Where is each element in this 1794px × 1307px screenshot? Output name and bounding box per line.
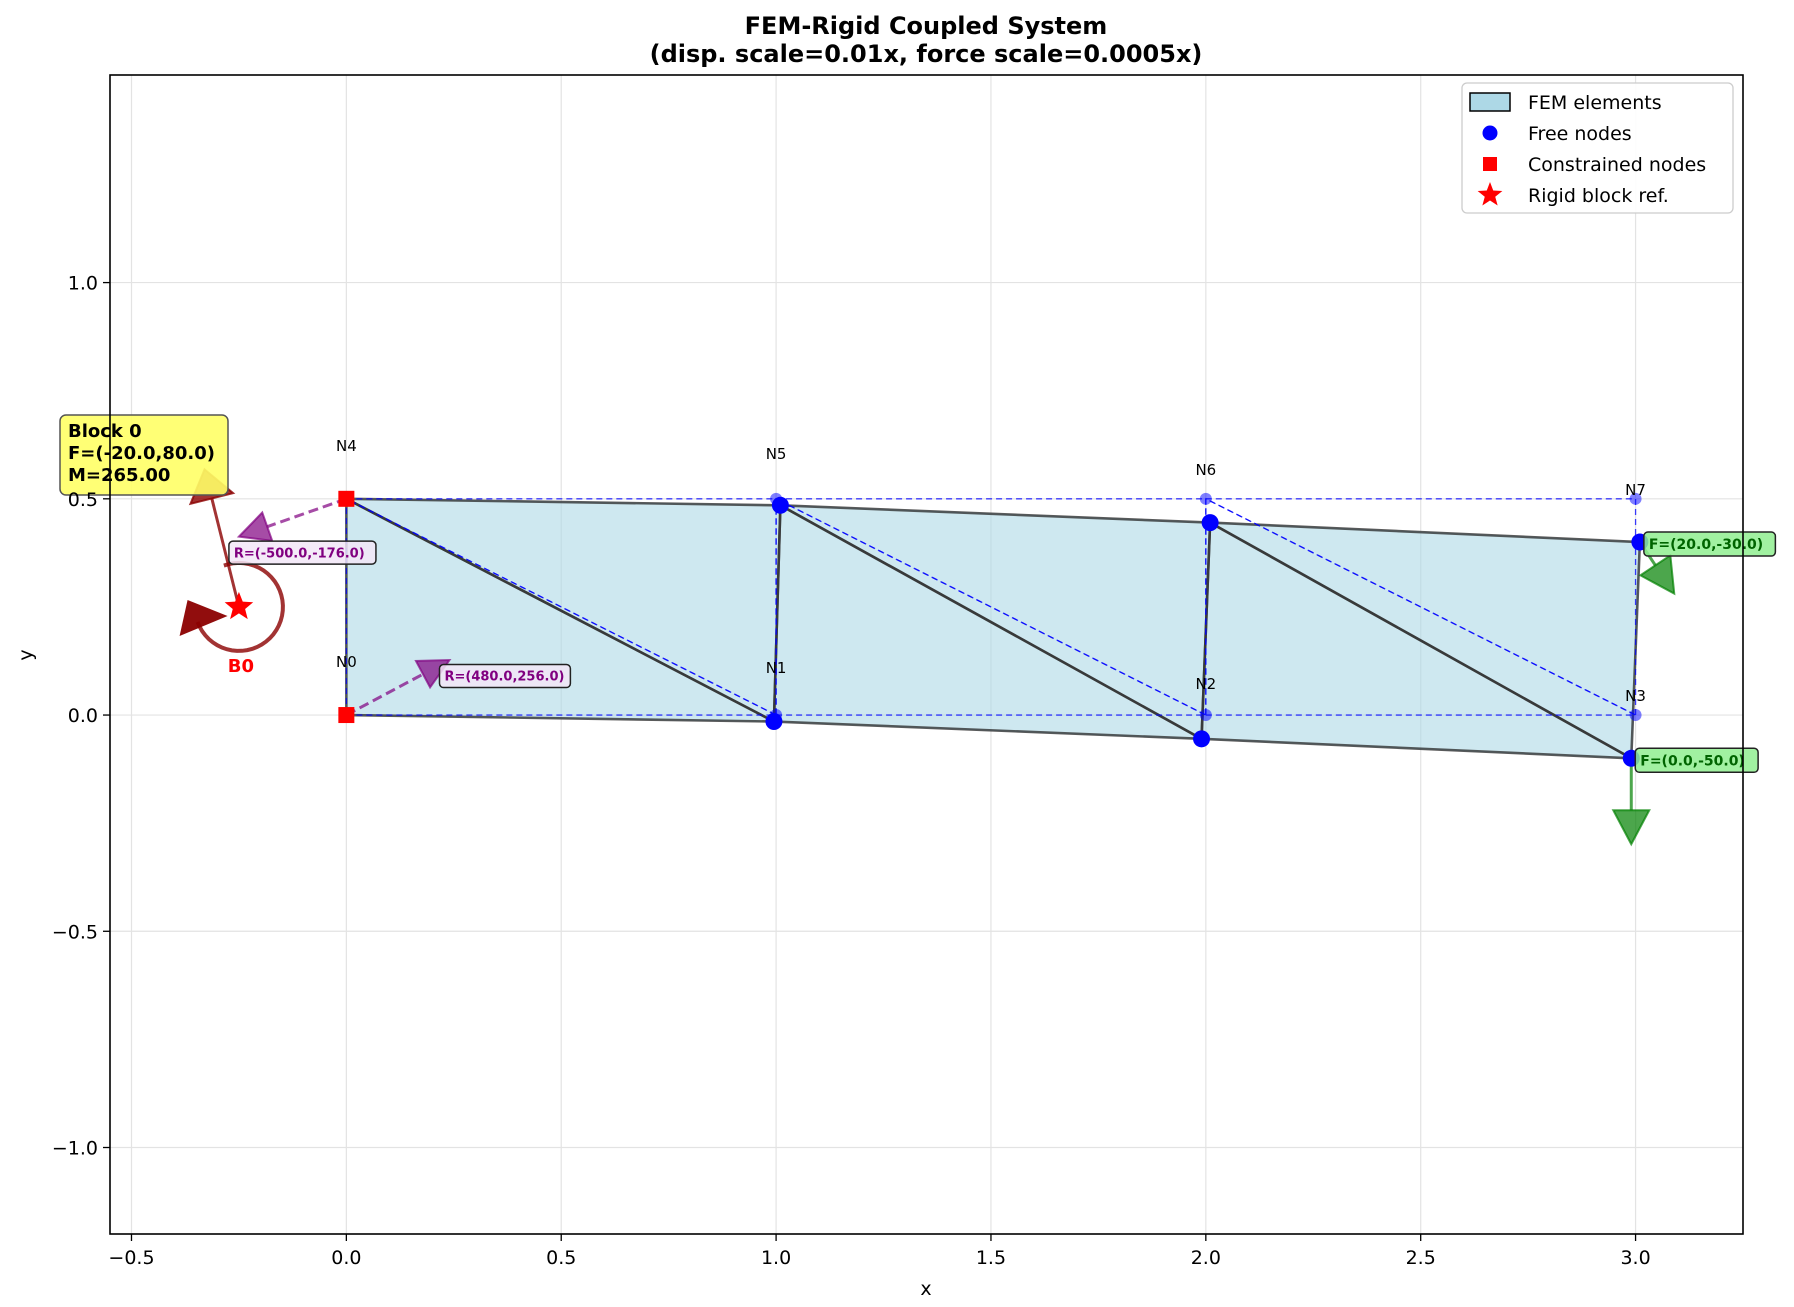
undeformed-element [775, 497, 1207, 716]
undeformed-element [775, 498, 1207, 717]
legend-circle-icon [1482, 125, 1498, 141]
node-markers [224, 490, 1649, 767]
node-label: N6 [1195, 461, 1216, 479]
rigid-block-info-line: Block 0 [68, 421, 142, 442]
node-label: N7 [1625, 481, 1646, 499]
y-tick-label: 1.0 [68, 273, 98, 295]
legend-label: FEM elements [1528, 92, 1662, 114]
axis-ticks: −0.5 0.0 0.5 1.0 1.5 2.0 2.5 3.0 −1.0 −0.5 0.0 0.5 1… [52, 273, 1651, 1269]
rigid-force-arrow-shaft [210, 498, 241, 608]
constrained-node-marker [338, 707, 355, 724]
node-label: N4 [336, 437, 357, 455]
applied-force-arrow-head [1611, 809, 1651, 847]
node-label: N0 [336, 653, 357, 671]
undeformed-mesh [345, 492, 1642, 722]
reaction-arrow-head [236, 510, 274, 543]
undeformed-node-point [1199, 492, 1212, 505]
x-tick-label: 0.5 [546, 1247, 576, 1269]
reaction-label: R=(480.0,256.0) [438, 663, 572, 689]
chart-subtitle: (disp. scale=0.01x, force scale=0.0005x) [650, 40, 1203, 68]
undeformed-node-point [1629, 492, 1642, 505]
x-tick-label: 0.0 [331, 1247, 361, 1269]
x-tick-label: −0.5 [108, 1247, 154, 1269]
applied-force-label-text: F=(20.0,-30.0) [1649, 537, 1763, 553]
x-tick-label: 1.0 [761, 1247, 791, 1269]
undeformed-node-point [1629, 709, 1642, 722]
node-label: N3 [1625, 687, 1646, 705]
undeformed-node-point [1199, 709, 1212, 722]
applied-force-label-box [1634, 747, 1759, 774]
x-tick-label: 2.5 [1406, 1247, 1436, 1269]
rigid-block-star-icon [224, 591, 254, 620]
reaction-arrow-shaft [266, 497, 347, 529]
reaction-label-box [438, 663, 572, 689]
x-tick-label: 2.0 [1191, 1247, 1221, 1269]
free-node-marker [1201, 514, 1219, 532]
free-node-marker [771, 496, 789, 514]
undeformed-element [1205, 498, 1637, 717]
reaction-arrow [236, 497, 347, 543]
x-tick-label: 1.5 [976, 1247, 1006, 1269]
plot-frame [109, 74, 1744, 1235]
legend-label: Free nodes [1528, 123, 1632, 145]
rigid-block-info: Block 0F=(-20.0,80.0)M=265.00 [59, 414, 229, 496]
y-tick-label: 0.0 [68, 705, 98, 727]
rigid-moment-arrowhead [179, 599, 228, 636]
undeformed-element [345, 497, 777, 716]
legend-square-icon [1483, 157, 1497, 171]
applied-force-label-text: F=(0.0,-50.0) [1640, 753, 1745, 769]
node-label: N2 [1195, 675, 1216, 693]
legend: FEM elements Free nodes Constrained nodes R… [1461, 82, 1734, 214]
reaction-label-text: R=(-500.0,-176.0) [234, 546, 365, 561]
rigid-moment-arc [195, 560, 285, 653]
x-axis-label: x [920, 1278, 931, 1300]
y-tick-label: −1.0 [52, 1138, 98, 1160]
node-label: N5 [766, 445, 787, 463]
applied-force-label: F=(0.0,-50.0) [1634, 747, 1759, 774]
rigid-block-info-line: M=265.00 [68, 465, 170, 486]
legend-label: Constrained nodes [1528, 154, 1706, 176]
y-tick-label: −0.5 [52, 921, 98, 943]
node-labels: B0 N0 N1 N2 N3 N4 N5 N6 N7 [228, 437, 1646, 705]
applied-force-arrow [1611, 758, 1651, 847]
undeformed-element [346, 498, 777, 717]
reaction-label: R=(-500.0,-176.0) [228, 540, 377, 565]
undeformed-element [1205, 497, 1636, 716]
legend-label: Rigid block ref. [1528, 185, 1669, 207]
legend-box [1461, 82, 1734, 214]
x-tick-label: 3.0 [1620, 1247, 1650, 1269]
rigid-block-info-box [59, 414, 229, 496]
rigid-block-info-line: F=(-20.0,80.0) [68, 443, 215, 464]
free-node-marker [765, 713, 783, 731]
reaction-label-text: R=(480.0,256.0) [444, 670, 564, 685]
legend-star-icon [1477, 182, 1503, 206]
y-tick-label: 0.5 [68, 489, 98, 511]
constrained-node-marker [338, 490, 355, 507]
applied-force-arrow-head [1638, 553, 1676, 596]
reaction-label-box [228, 540, 377, 565]
y-axis-label: y [15, 649, 37, 660]
legend-patch-icon [1469, 92, 1511, 112]
applied-force-label: F=(20.0,-30.0) [1643, 531, 1777, 557]
rigid-block-label: B0 [228, 656, 254, 677]
free-node-marker [1193, 730, 1211, 748]
chart-title: FEM-Rigid Coupled System [745, 12, 1108, 40]
fem-elements [345, 497, 1642, 760]
node-label: N1 [766, 659, 787, 677]
